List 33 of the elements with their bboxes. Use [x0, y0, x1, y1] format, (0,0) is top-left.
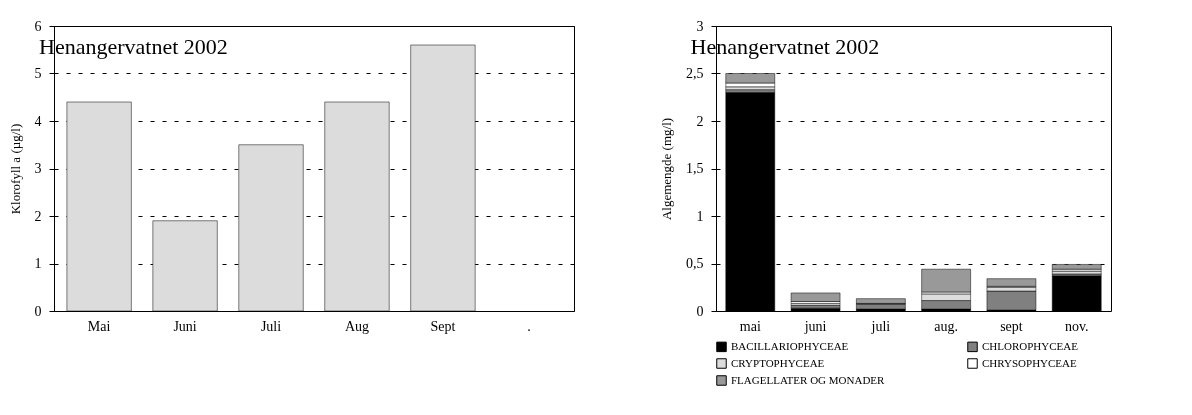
y-tick-label: 2,5 [686, 66, 704, 81]
x-tick-label: mai [739, 318, 761, 334]
y-tick-label: 0 [696, 303, 704, 319]
x-tick-label: juli [870, 318, 891, 334]
x-tick-label: Mai [87, 318, 111, 334]
x-tick-label: Aug [344, 318, 370, 334]
x-tick-label: sept [1000, 318, 1023, 334]
y-axis-title: Klorofyll a (µg/l) [7, 123, 23, 215]
legend-label: CHRYSOPHYCEAE [982, 356, 1078, 369]
y-tick-label: 3 [696, 18, 704, 34]
y-tick-label: 4 [34, 113, 42, 129]
y-tick-label: 0 [34, 303, 42, 319]
y-axis-title: Algemengde (mg/l) [659, 117, 674, 221]
x-tick-label: . [527, 318, 531, 334]
x-tick-label: aug. [934, 318, 958, 334]
y-tick-label: 1 [696, 208, 704, 224]
x-tick-label: nov. [1064, 318, 1089, 334]
y-tick-label: 3 [34, 161, 42, 176]
y-tick-label: 2 [696, 113, 704, 129]
x-tick-label: juni [803, 318, 827, 334]
y-tick-label: 0,5 [686, 256, 704, 271]
y-tick-label: 5 [34, 66, 42, 81]
y-tick-label: 1,5 [686, 161, 704, 176]
y-tick-label: 1 [34, 256, 42, 271]
legend-label: CHLOROPHYCEAE [982, 339, 1079, 352]
legend-label: FLAGELLATER OG MONADER [731, 373, 886, 386]
x-tick-label: Sept [430, 318, 456, 334]
y-tick-label: 6 [34, 18, 42, 34]
x-tick-label: Juni [173, 318, 197, 334]
x-tick-label: Juli [260, 318, 282, 334]
y-tick-label: 2 [34, 208, 42, 224]
legend-label: CRYPTOPHYCEAE [731, 356, 825, 369]
legend-label: BACILLARIOPHYCEAE [731, 339, 849, 352]
